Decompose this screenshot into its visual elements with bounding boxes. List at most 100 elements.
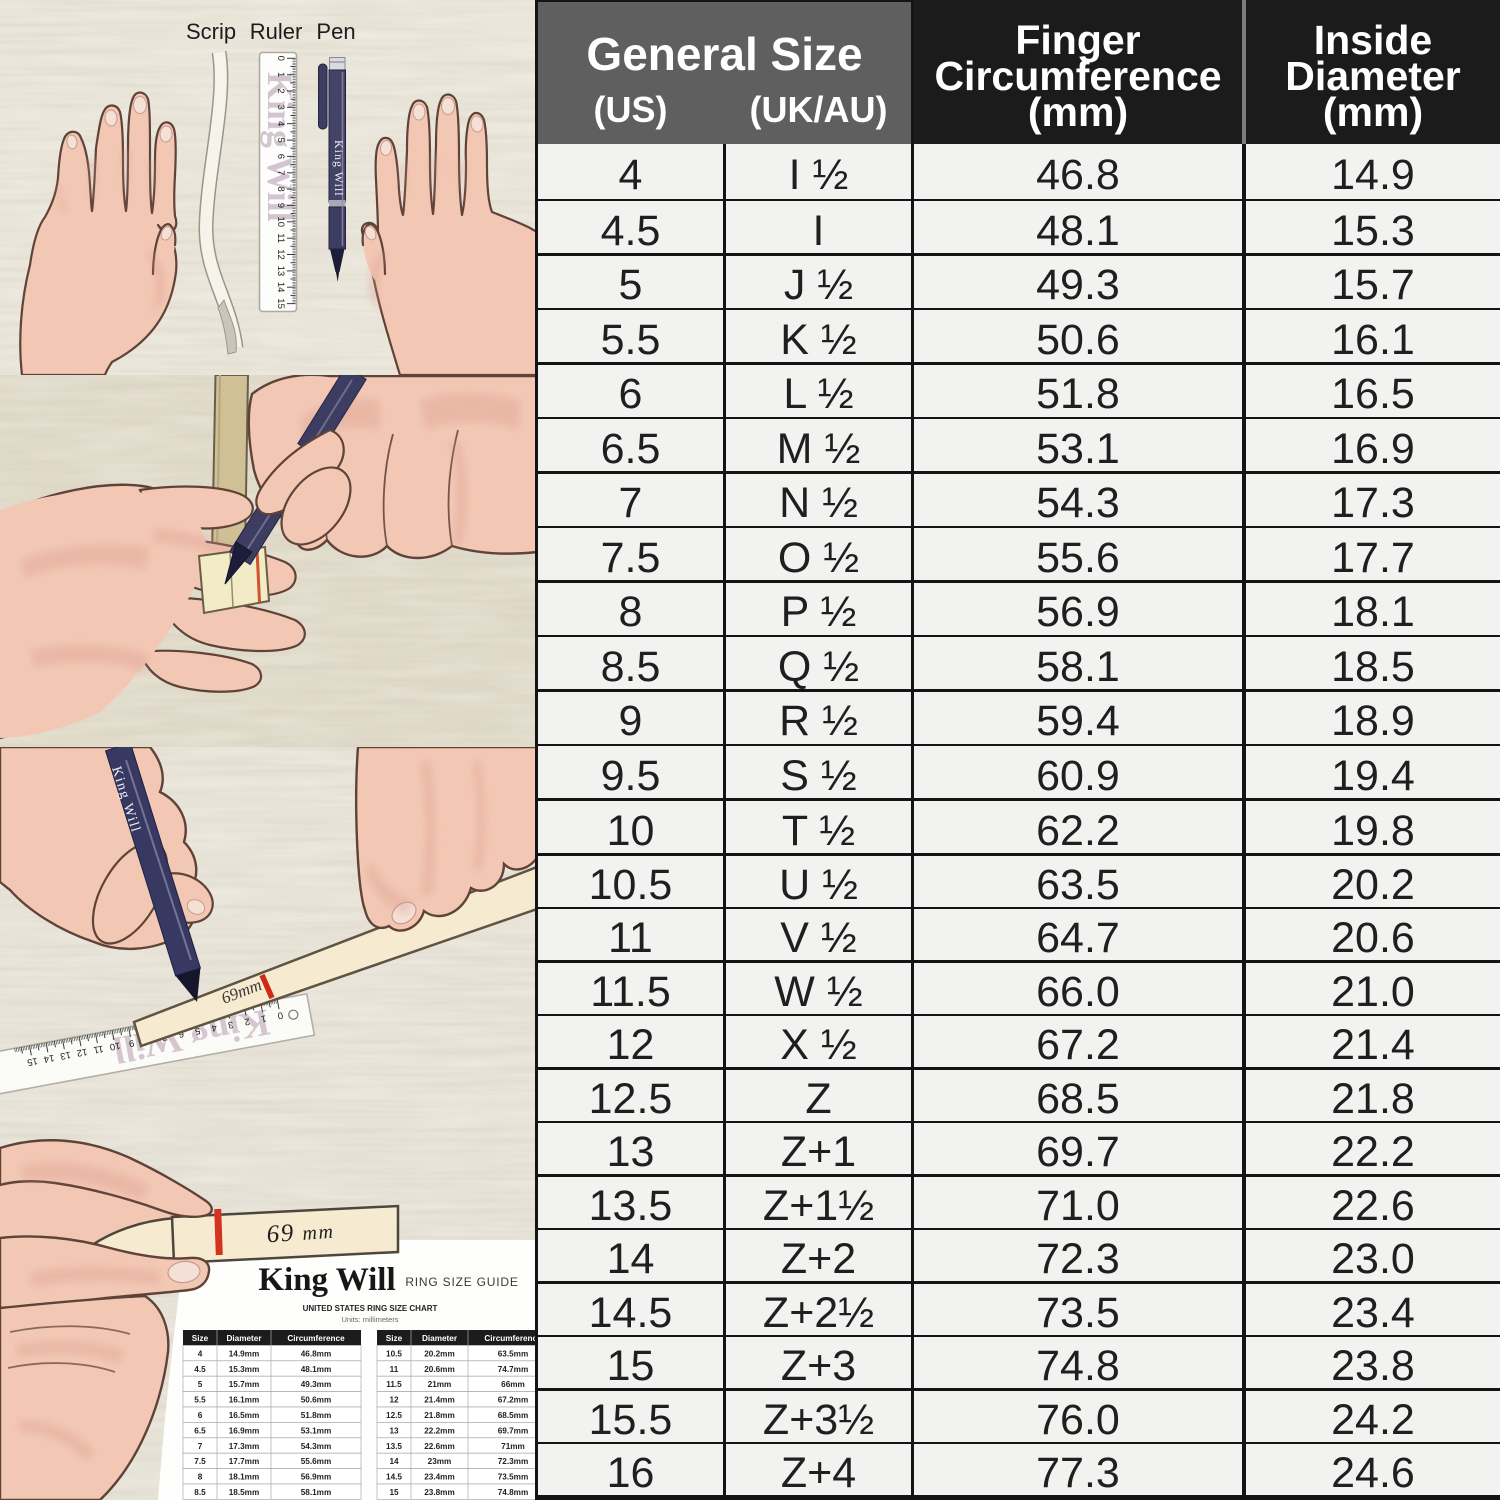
svg-text:14: 14	[275, 282, 286, 293]
svg-text:20.6mm: 20.6mm	[424, 1365, 455, 1374]
svg-text:16.5mm: 16.5mm	[229, 1411, 260, 1420]
svg-text:46.8mm: 46.8mm	[301, 1349, 332, 1358]
svg-text:Units: millimeters: Units: millimeters	[341, 1315, 398, 1324]
svg-text:8: 8	[198, 1473, 203, 1482]
svg-text:58.1mm: 58.1mm	[301, 1488, 332, 1497]
svg-text:10.5: 10.5	[386, 1349, 402, 1358]
svg-text:11: 11	[275, 233, 286, 243]
svg-text:6: 6	[177, 1028, 184, 1040]
svg-text:23.4mm: 23.4mm	[424, 1473, 455, 1482]
svg-text:12: 12	[76, 1046, 88, 1059]
svg-text:23.8mm: 23.8mm	[424, 1488, 455, 1497]
svg-text:UNITED STATES RING SIZE CHART: UNITED STATES RING SIZE CHART	[303, 1304, 438, 1313]
svg-text:1: 1	[260, 1012, 267, 1024]
svg-text:21mm: 21mm	[428, 1380, 452, 1389]
svg-text:6.5: 6.5	[194, 1426, 206, 1435]
svg-text:RING SIZE GUIDE: RING SIZE GUIDE	[405, 1275, 518, 1289]
svg-text:11: 11	[93, 1043, 105, 1056]
svg-text:17.7mm: 17.7mm	[229, 1457, 260, 1466]
svg-text:4: 4	[210, 1022, 217, 1034]
svg-text:7.5: 7.5	[194, 1457, 206, 1466]
svg-text:Scrip: Scrip	[186, 19, 236, 44]
svg-text:15.3mm: 15.3mm	[229, 1365, 260, 1374]
svg-text:15: 15	[26, 1055, 38, 1068]
svg-text:74.7mm: 74.7mm	[498, 1365, 529, 1374]
svg-text:21.4mm: 21.4mm	[424, 1396, 455, 1405]
svg-text:King Will: King Will	[332, 140, 346, 197]
svg-text:21.8mm: 21.8mm	[424, 1411, 455, 1420]
svg-text:Circumference: Circumference	[484, 1334, 537, 1343]
svg-text:5: 5	[194, 1025, 201, 1037]
svg-text:66mm: 66mm	[501, 1380, 525, 1389]
svg-text:13: 13	[275, 266, 286, 277]
svg-text:14: 14	[389, 1457, 399, 1466]
svg-text:16.1mm: 16.1mm	[229, 1396, 260, 1405]
svg-text:0: 0	[277, 1009, 284, 1021]
svg-text:49.3mm: 49.3mm	[301, 1380, 332, 1389]
svg-text:18.5mm: 18.5mm	[229, 1488, 260, 1497]
svg-text:14.5: 14.5	[386, 1473, 402, 1482]
svg-text:12: 12	[275, 249, 286, 260]
svg-text:69 mm: 69 mm	[266, 1217, 335, 1249]
svg-text:Diameter: Diameter	[422, 1334, 458, 1343]
svg-text:Size: Size	[386, 1334, 403, 1343]
svg-text:9: 9	[128, 1037, 135, 1049]
svg-text:5.5: 5.5	[194, 1396, 206, 1405]
svg-text:74.8mm: 74.8mm	[498, 1488, 529, 1497]
svg-text:Circumference: Circumference	[287, 1334, 345, 1343]
svg-text:22.6mm: 22.6mm	[424, 1442, 455, 1451]
svg-text:0: 0	[275, 56, 286, 61]
svg-text:8.5: 8.5	[194, 1488, 206, 1497]
svg-text:16.9mm: 16.9mm	[229, 1426, 260, 1435]
svg-text:20.2mm: 20.2mm	[424, 1349, 455, 1358]
svg-text:23mm: 23mm	[428, 1457, 452, 1466]
svg-text:3: 3	[227, 1018, 234, 1030]
svg-text:51.8mm: 51.8mm	[301, 1411, 332, 1420]
svg-text:12: 12	[389, 1396, 399, 1405]
svg-text:12.5: 12.5	[386, 1411, 402, 1420]
svg-text:2: 2	[275, 88, 286, 93]
svg-text:8: 8	[275, 186, 286, 191]
svg-text:Ruler: Ruler	[250, 19, 303, 44]
svg-text:67.2mm: 67.2mm	[498, 1396, 529, 1405]
svg-text:71mm: 71mm	[501, 1442, 525, 1451]
svg-text:1: 1	[275, 72, 286, 77]
svg-text:63.5mm: 63.5mm	[498, 1349, 529, 1358]
svg-text:Diameter: Diameter	[226, 1334, 262, 1343]
svg-text:7: 7	[275, 170, 286, 175]
svg-text:15: 15	[389, 1488, 399, 1497]
svg-text:14: 14	[43, 1052, 55, 1065]
svg-text:11.5: 11.5	[386, 1380, 402, 1389]
svg-text:13.5: 13.5	[386, 1442, 402, 1451]
svg-text:55.6mm: 55.6mm	[301, 1457, 332, 1466]
svg-text:48.1mm: 48.1mm	[301, 1365, 332, 1374]
svg-text:68.5mm: 68.5mm	[498, 1411, 529, 1420]
svg-text:10: 10	[275, 217, 286, 228]
svg-text:6: 6	[198, 1411, 203, 1420]
svg-text:4.5: 4.5	[194, 1365, 206, 1374]
svg-text:3: 3	[275, 105, 286, 110]
svg-text:13: 13	[389, 1426, 399, 1435]
svg-text:Size: Size	[192, 1334, 209, 1343]
svg-text:73.5mm: 73.5mm	[498, 1473, 529, 1482]
svg-text:53.1mm: 53.1mm	[301, 1426, 332, 1435]
svg-text:72.3mm: 72.3mm	[498, 1457, 529, 1466]
svg-text:11: 11	[390, 1365, 399, 1374]
svg-text:18.1mm: 18.1mm	[229, 1473, 260, 1482]
svg-text:6: 6	[275, 154, 286, 159]
svg-text:54.3mm: 54.3mm	[301, 1442, 332, 1451]
svg-text:69.7mm: 69.7mm	[498, 1426, 529, 1435]
svg-text:13: 13	[59, 1049, 71, 1062]
svg-text:50.6mm: 50.6mm	[301, 1396, 332, 1405]
svg-text:Pen: Pen	[316, 19, 355, 44]
svg-text:15: 15	[275, 298, 286, 309]
svg-text:4: 4	[198, 1349, 203, 1358]
svg-text:5: 5	[198, 1380, 203, 1389]
svg-text:10: 10	[109, 1039, 121, 1052]
svg-text:22.2mm: 22.2mm	[424, 1426, 455, 1435]
svg-text:5: 5	[275, 137, 286, 142]
svg-text:9: 9	[275, 203, 286, 208]
svg-text:15.7mm: 15.7mm	[229, 1380, 260, 1389]
svg-text:7: 7	[198, 1442, 203, 1451]
svg-text:14.9mm: 14.9mm	[229, 1349, 260, 1358]
